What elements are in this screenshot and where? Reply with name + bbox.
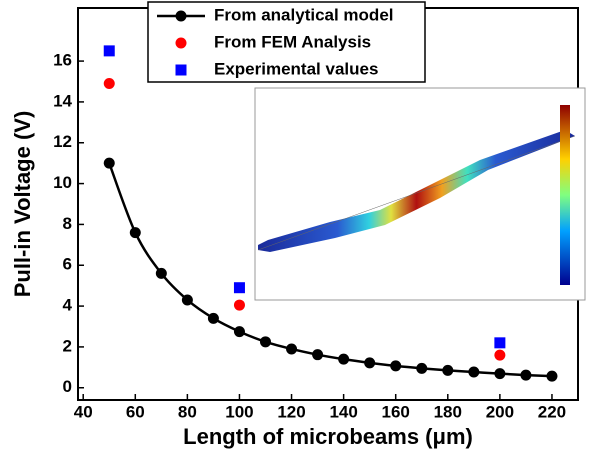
data-marker [233, 282, 245, 294]
data-marker [390, 360, 402, 372]
data-marker [233, 299, 245, 311]
x-tick-label: 200 [486, 402, 514, 421]
legend-marker [175, 64, 187, 76]
x-tick-label: 120 [277, 402, 305, 421]
data-marker [312, 349, 324, 361]
data-marker [260, 336, 271, 348]
y-tick-label: 12 [53, 132, 72, 151]
data-marker [155, 267, 167, 279]
x-tick-label: 40 [74, 402, 93, 421]
data-marker [181, 294, 193, 306]
legend-text: From analytical model [214, 5, 394, 24]
data-marker [338, 353, 350, 365]
y-tick-label: 6 [63, 255, 72, 274]
data-marker [233, 326, 245, 338]
x-tick-label: 180 [434, 402, 462, 421]
data-marker [103, 78, 115, 90]
data-marker [442, 364, 454, 376]
data-marker [416, 362, 428, 374]
legend-marker [175, 10, 187, 22]
data-marker [364, 357, 376, 369]
x-tick-label: 80 [178, 402, 197, 421]
data-marker [520, 369, 532, 381]
data-marker [546, 370, 558, 382]
legend-text: Experimental values [214, 59, 378, 78]
data-marker [494, 337, 506, 349]
x-tick-label: 140 [329, 402, 357, 421]
x-tick-label: 220 [538, 402, 566, 421]
legend-text: From FEM Analysis [214, 32, 371, 51]
inset-image [254, 87, 586, 301]
legend-marker [175, 37, 187, 49]
data-marker [468, 366, 480, 378]
x-tick-label: 100 [225, 402, 253, 421]
y-tick-label: 14 [53, 91, 72, 110]
data-marker [103, 45, 115, 57]
x-tick-label: 160 [382, 402, 410, 421]
y-tick-label: 2 [63, 336, 72, 355]
x-axis-label: Length of microbeams (μm) [183, 424, 473, 449]
y-axis-label: Pull-in Voltage (V) [10, 111, 35, 298]
y-tick-label: 10 [53, 173, 72, 192]
y-tick-label: 8 [63, 214, 72, 233]
data-marker [286, 343, 298, 355]
data-marker [103, 157, 115, 169]
data-marker [129, 227, 141, 239]
data-marker [207, 312, 219, 324]
y-tick-label: 0 [63, 377, 72, 396]
data-marker [494, 349, 506, 361]
y-tick-label: 16 [53, 51, 72, 70]
data-marker [494, 368, 506, 380]
x-tick-label: 60 [126, 402, 145, 421]
y-tick-label: 4 [63, 296, 73, 315]
